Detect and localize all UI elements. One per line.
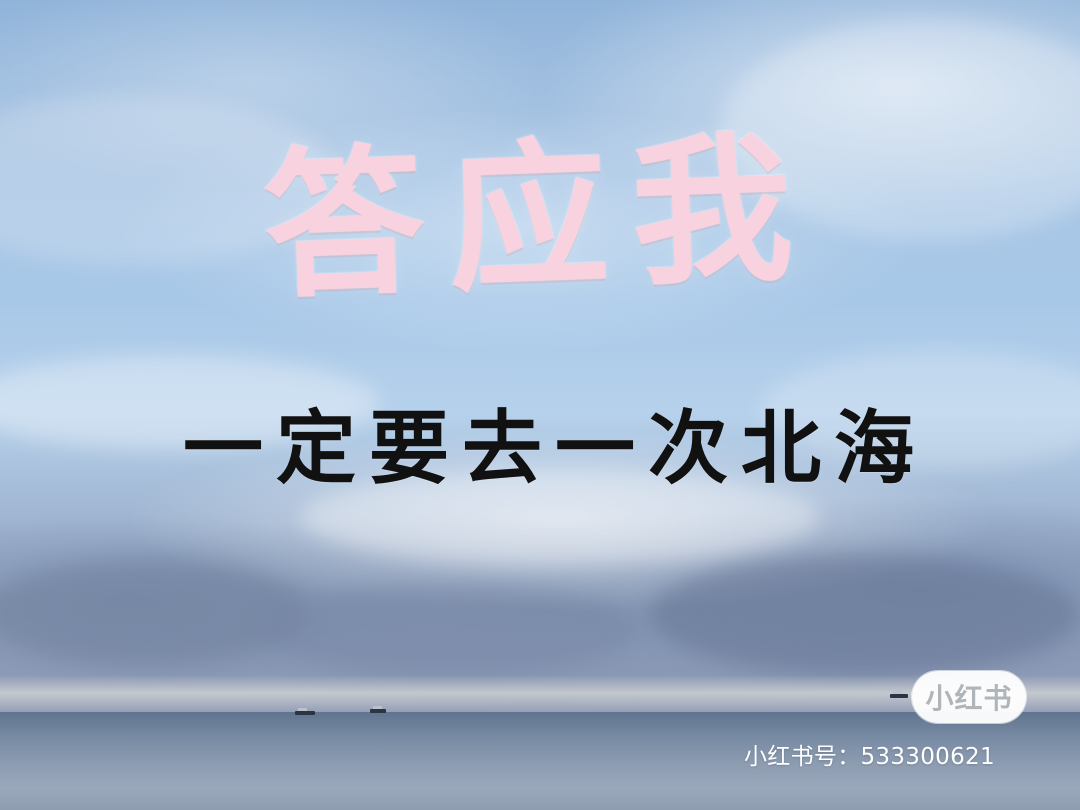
xiaohongshu-logo-text: 小红书: [925, 682, 1013, 715]
mid-cloud-center: [300, 470, 820, 565]
xiaohongshu-logo: 小红书: [912, 671, 1026, 723]
upper-cloud-right: [720, 20, 1080, 240]
storm-cloud-left: [0, 560, 310, 665]
ship-center: [370, 706, 386, 713]
ship-left: [295, 708, 315, 715]
sea: [0, 712, 1080, 810]
watermark-id-number: 533300621: [860, 744, 995, 770]
storm-cloud-right: [650, 555, 1080, 675]
storm-cloud-center: [260, 585, 640, 675]
mid-cloud-right: [760, 350, 1080, 470]
mid-cloud-left: [0, 355, 380, 450]
upper-cloud-left: [0, 95, 340, 265]
watermark-label: 小红书号：: [744, 744, 861, 770]
subtitle-text: 一定要去一次北海: [183, 401, 927, 495]
ship-right: [890, 691, 908, 698]
xiaohongshu-id-watermark: 小红书号：533300621: [744, 746, 1044, 769]
